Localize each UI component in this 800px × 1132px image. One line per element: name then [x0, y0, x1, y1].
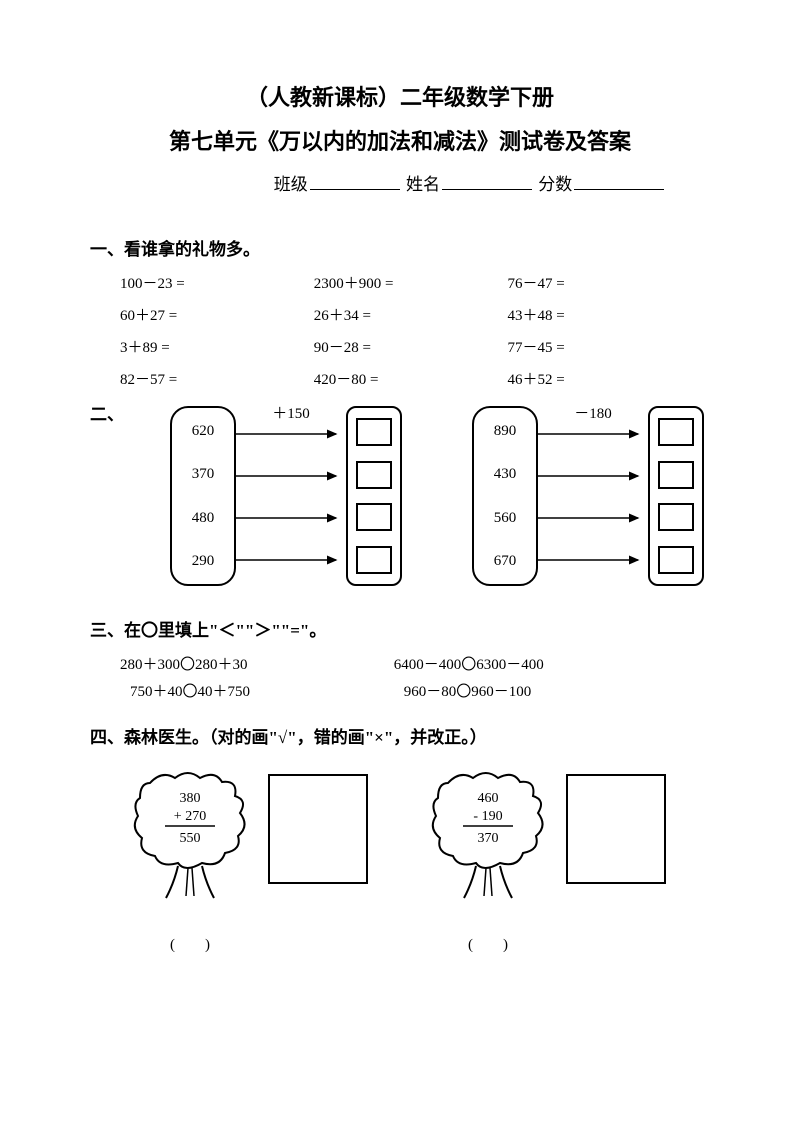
title-line-2: 第七单元《万以内的加法和减法》测试卷及答案: [90, 124, 710, 156]
q4-item: 460 - 190 370 ( ): [428, 768, 666, 954]
answer-box[interactable]: [356, 546, 392, 574]
answer-box[interactable]: [658, 418, 694, 446]
arrow-region: －180: [538, 406, 648, 586]
score-blank[interactable]: [574, 173, 664, 190]
section-2-header: 二、: [90, 400, 124, 425]
q1-row: 100－23 = 2300＋900 = 76－47 =: [120, 272, 710, 293]
arrows-icon: [236, 406, 346, 586]
q1-cell: 420－80 =: [314, 368, 504, 389]
score-label: 分数: [538, 175, 572, 194]
q1-row: 82－57 = 420－80 = 46＋52 =: [120, 368, 710, 389]
q1-cell: 3＋89 =: [120, 336, 310, 357]
calc-op: + 270: [174, 809, 206, 824]
section-1-header: 一、看谁拿的礼物多。: [90, 235, 710, 260]
input-value: 890: [488, 419, 522, 443]
answer-box[interactable]: [658, 461, 694, 489]
arrow-region: ＋150: [236, 406, 346, 586]
answer-box[interactable]: [356, 418, 392, 446]
section-1-grid: 100－23 = 2300＋900 = 76－47 = 60＋27 = 26＋3…: [90, 272, 710, 389]
q3-row: 750＋40〇40＋750 960－80〇960－100: [120, 680, 710, 701]
section-2-body: 620 370 480 290 ＋150: [130, 406, 704, 586]
answer-column: [346, 406, 402, 586]
worksheet-page: （人教新课标）二年级数学下册 第七单元《万以内的加法和减法》测试卷及答案 班级 …: [0, 0, 800, 1132]
q1-cell: 60＋27 =: [120, 304, 310, 325]
arrows-icon: [538, 406, 648, 586]
name-label: 姓名: [406, 175, 440, 194]
input-value: 430: [488, 462, 522, 486]
calc-op: - 190: [473, 809, 502, 824]
tree-icon: 460 - 190 370: [428, 768, 548, 928]
q2-left-group: 620 370 480 290 ＋150: [170, 406, 402, 586]
input-value: 370: [186, 462, 220, 486]
q1-cell: 43＋48 =: [508, 304, 698, 325]
q3-cell: 280＋300〇280＋30: [120, 653, 390, 674]
input-value: 560: [488, 506, 522, 530]
q1-cell: 82－57 =: [120, 368, 310, 389]
q3-row: 280＋300〇280＋30 6400－400〇6300－400: [120, 653, 710, 674]
q1-cell: 26＋34 =: [314, 304, 504, 325]
calc-top: 380: [180, 791, 201, 806]
q1-row: 3＋89 = 90－28 = 77－45 =: [120, 336, 710, 357]
q3-cell: 6400－400〇6300－400: [394, 653, 664, 674]
q1-cell: 77－45 =: [508, 336, 698, 357]
answer-box[interactable]: [658, 546, 694, 574]
class-label: 班级: [274, 175, 308, 194]
title-line-1: （人教新课标）二年级数学下册: [90, 80, 710, 112]
answer-box[interactable]: [356, 503, 392, 531]
section-3-header: 三、在〇里填上"＜""＞""="。: [90, 616, 710, 641]
q1-cell: 90－28 =: [314, 336, 504, 357]
tree-figure: 380 + 270 550 ( ): [130, 768, 250, 954]
q1-row: 60＋27 = 26＋34 = 43＋48 =: [120, 304, 710, 325]
q3-cell: 960－80〇960－100: [394, 680, 664, 701]
correction-box[interactable]: [566, 774, 666, 884]
paren-blank[interactable]: ( ): [428, 933, 548, 954]
q1-cell: 76－47 =: [508, 272, 698, 293]
q3-cell: 750＋40〇40＋750: [120, 680, 390, 701]
section-4-header: 四、森林医生。（对的画"√"，错的画"×"，并改正。）: [90, 723, 710, 748]
correction-box[interactable]: [268, 774, 368, 884]
q1-cell: 2300＋900 =: [314, 272, 504, 293]
calc-result: 370: [478, 831, 499, 846]
student-info-line: 班级 姓名 分数: [90, 170, 710, 195]
calc-result: 550: [180, 831, 201, 846]
q1-cell: 100－23 =: [120, 272, 310, 293]
tree-icon: 380 + 270 550: [130, 768, 250, 928]
input-value: 290: [186, 549, 220, 573]
paren-blank[interactable]: ( ): [130, 933, 250, 954]
answer-column: [648, 406, 704, 586]
calc-top: 460: [478, 791, 499, 806]
input-value: 670: [488, 549, 522, 573]
answer-box[interactable]: [658, 503, 694, 531]
section-4-body: 380 + 270 550 ( ) 460 - 190: [90, 768, 710, 954]
input-column: 890 430 560 670: [472, 406, 538, 586]
input-value: 480: [186, 506, 220, 530]
q2-right-group: 890 430 560 670 －180: [472, 406, 704, 586]
q1-cell: 46＋52 =: [508, 368, 698, 389]
tree-figure: 460 - 190 370 ( ): [428, 768, 548, 954]
q4-item: 380 + 270 550 ( ): [130, 768, 368, 954]
answer-box[interactable]: [356, 461, 392, 489]
section-3-body: 280＋300〇280＋30 6400－400〇6300－400 750＋40〇…: [90, 653, 710, 701]
input-value: 620: [186, 419, 220, 443]
name-blank[interactable]: [442, 173, 532, 190]
class-blank[interactable]: [310, 173, 400, 190]
input-column: 620 370 480 290: [170, 406, 236, 586]
